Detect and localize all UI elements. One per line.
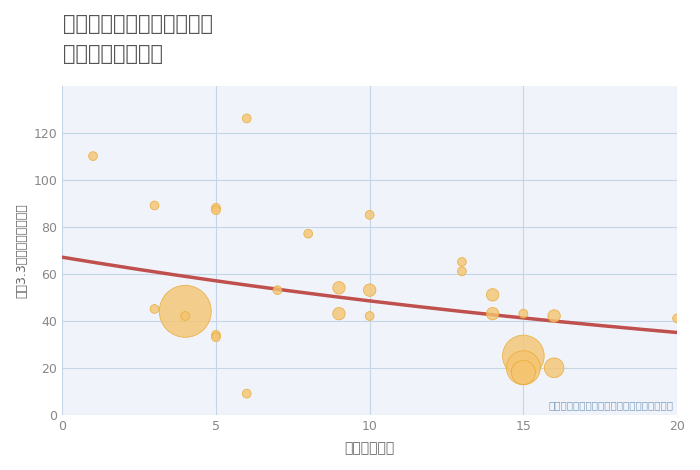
Point [549,364,560,371]
Point [671,314,682,322]
Point [518,368,529,376]
Point [211,333,222,341]
Point [364,312,375,320]
Point [241,390,252,398]
Point [180,307,191,315]
Point [180,312,191,320]
Point [241,115,252,122]
Point [518,310,529,317]
Point [149,305,160,313]
Point [456,258,468,266]
Point [518,364,529,371]
Point [549,312,560,320]
Text: 円の大きさは、取引のあった物件面積を示す: 円の大きさは、取引のあった物件面積を示す [549,400,674,410]
Point [518,352,529,360]
Point [456,267,468,275]
Point [272,286,283,294]
Y-axis label: 坪（3.3㎡）単価（万円）: 坪（3.3㎡）単価（万円） [15,203,28,298]
Point [211,206,222,214]
Point [149,202,160,209]
Point [364,211,375,219]
Point [333,310,344,317]
Point [88,152,99,160]
Point [211,204,222,212]
Point [302,230,314,237]
Text: 大阪府豊能郡能勢町平野の
駅距離別土地価格: 大阪府豊能郡能勢町平野の 駅距離別土地価格 [63,14,213,64]
Point [364,286,375,294]
Point [487,310,498,317]
X-axis label: 駅距離（分）: 駅距離（分） [344,441,395,455]
Point [211,331,222,338]
Point [487,291,498,298]
Point [333,284,344,291]
